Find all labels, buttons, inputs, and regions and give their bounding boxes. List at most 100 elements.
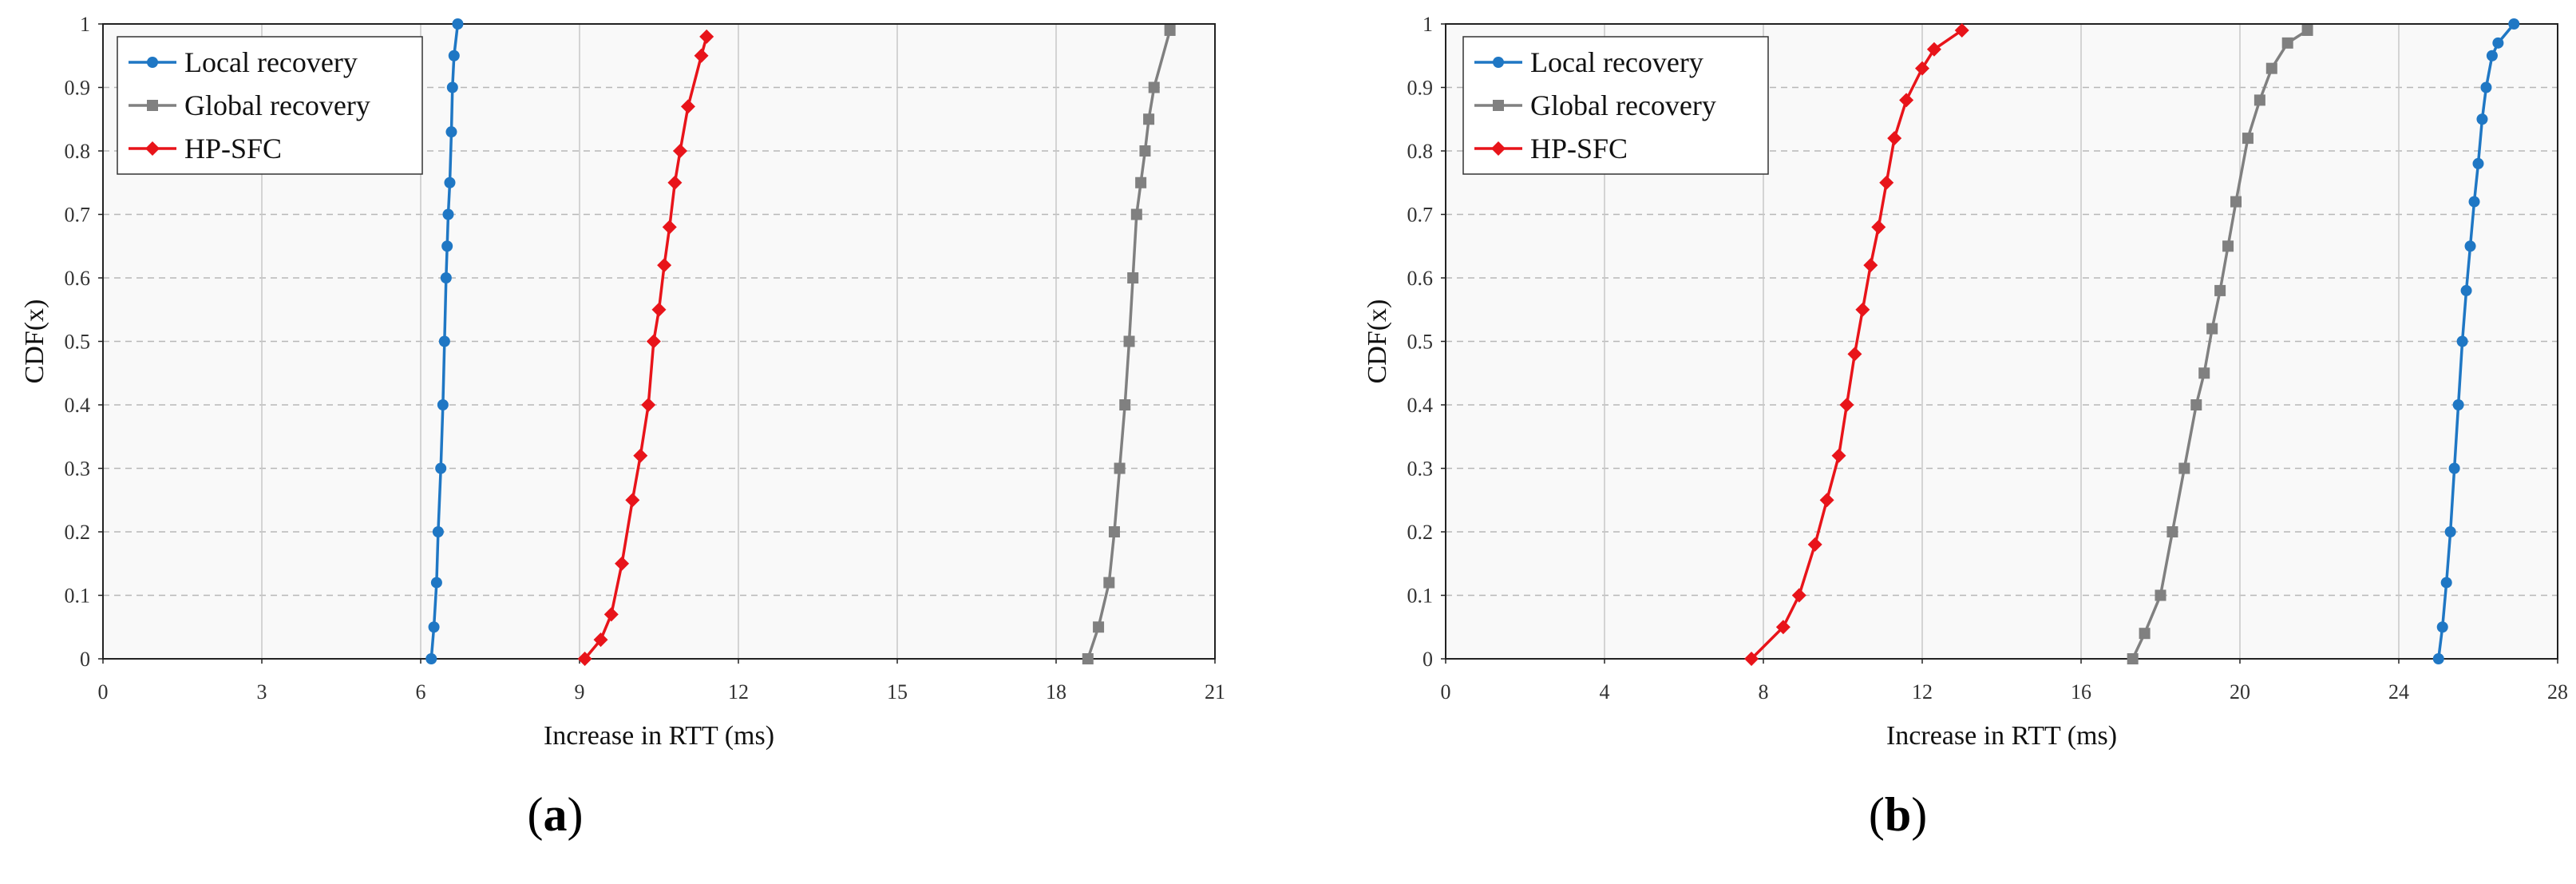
data-point [2166,526,2178,537]
data-point [2281,37,2293,49]
series-local-recovery [2432,18,2520,664]
legend-marker [1493,57,1504,68]
legend-label: Global recovery [184,89,370,121]
legend-item: HP-SFC [1474,133,1628,165]
series-global-recovery [1082,24,1176,664]
data-point [440,272,452,283]
data-point [699,29,714,44]
data-point [2301,24,2313,36]
data-point [432,526,444,537]
data-point [2155,589,2166,601]
x-tick-label: 21 [1205,680,1225,704]
data-point [2444,526,2456,537]
chart-panel-b: 0 0.1 0.2 0.3 0.4 0.5 0.6 0.7 0.8 0.9 1 0 4 8 12 16 20 24… [1288,0,2576,884]
data-point [577,652,592,666]
data-point [1130,208,1142,220]
data-point [646,334,661,349]
y-tick-label: 0.1 [1407,585,1434,608]
x-axis-title: Increase in RTT (ms) [544,721,774,751]
data-point [2178,462,2190,474]
data-point [1135,176,1147,188]
data-point [1926,42,1941,57]
x-tick-label: 12 [1912,680,1933,704]
y-tick-label: 0.7 [1407,204,1434,227]
data-point [657,258,672,273]
data-point [680,99,695,114]
legend-label: Global recovery [1530,89,1716,121]
x-tick-label: 28 [2547,680,2568,704]
data-point [435,462,447,474]
data-point [1887,131,1902,146]
data-point [2206,323,2218,335]
x-tick-label: 3 [257,680,267,704]
data-point [445,126,457,138]
data-point [2139,628,2151,640]
data-point [2265,62,2277,74]
data-point [430,577,442,589]
data-point [673,144,688,158]
data-point [1164,24,1176,36]
data-point [2190,399,2202,410]
data-point [1915,61,1929,76]
legend: Local recovery Global recovery HP-SFC [117,36,423,175]
y-tick-label: 0.9 [1407,77,1434,100]
legend-label: HP-SFC [184,133,282,165]
y-tick-label: 0.2 [1407,521,1434,544]
x-tick-label: 0 [98,680,109,704]
data-point [1855,302,1870,317]
series-global-recovery [2127,24,2313,664]
data-point [446,81,458,93]
x-tick-label: 20 [2230,680,2250,704]
y-tick-label: 0.4 [65,394,91,417]
x-axis-title: Increase in RTT (ms) [1886,721,2117,751]
data-point [1839,398,1854,412]
y-axis-title: CDF(x) [1363,299,1392,384]
data-point [2230,196,2242,208]
series-line [2437,22,2515,660]
data-point [1119,399,1131,410]
chart-panel-a: 0 0.1 0.2 0.3 0.4 0.5 0.6 0.7 0.8 0.9 1 0 3 6 9 12 15 18 2… [20,13,1225,841]
data-point [438,335,450,347]
data-point [1082,653,1094,664]
data-point [625,493,640,508]
data-point [1775,620,1791,635]
legend-marker [147,100,158,111]
y-tick-label: 0.3 [1407,458,1434,481]
y-tick-label: 0.6 [1407,267,1434,290]
data-point [2468,196,2480,208]
data-point [662,220,677,235]
legend-label: Local recovery [184,46,358,78]
x-tick-label: 0 [1441,680,1451,704]
data-point [1127,272,1139,283]
y-tick-label: 0.1 [65,585,91,608]
data-point [2480,81,2492,93]
data-point [1879,175,1894,190]
data-point [2492,37,2504,49]
y-tick-label: 0.7 [65,204,91,227]
data-point [2452,399,2464,410]
legend: Local recovery Global recovery HP-SFC [1462,36,1769,175]
y-tick-label: 0.4 [1407,394,1434,417]
data-point [425,653,437,664]
x-tick-label: 16 [2071,680,2091,704]
data-point [1899,93,1914,108]
data-point [1093,621,1105,633]
legend-marker [147,57,158,68]
legend-item: Global recovery [1474,89,1716,121]
panel-label: (a) [528,788,584,841]
y-tick-label: 0.6 [65,267,91,290]
data-point [2472,157,2484,169]
data-point [444,176,456,188]
x-tick-label: 24 [2388,680,2409,704]
data-point [1807,537,1822,552]
data-point [1148,81,1160,93]
data-point [641,398,656,412]
series-hp-sfc [1744,22,1969,666]
data-point [1847,347,1862,362]
data-point [2436,621,2448,633]
data-point [2456,335,2468,347]
data-point [2486,50,2498,61]
x-tick-label: 9 [575,680,585,704]
data-point [2460,284,2472,296]
y-tick-label: 1 [1423,13,1433,36]
